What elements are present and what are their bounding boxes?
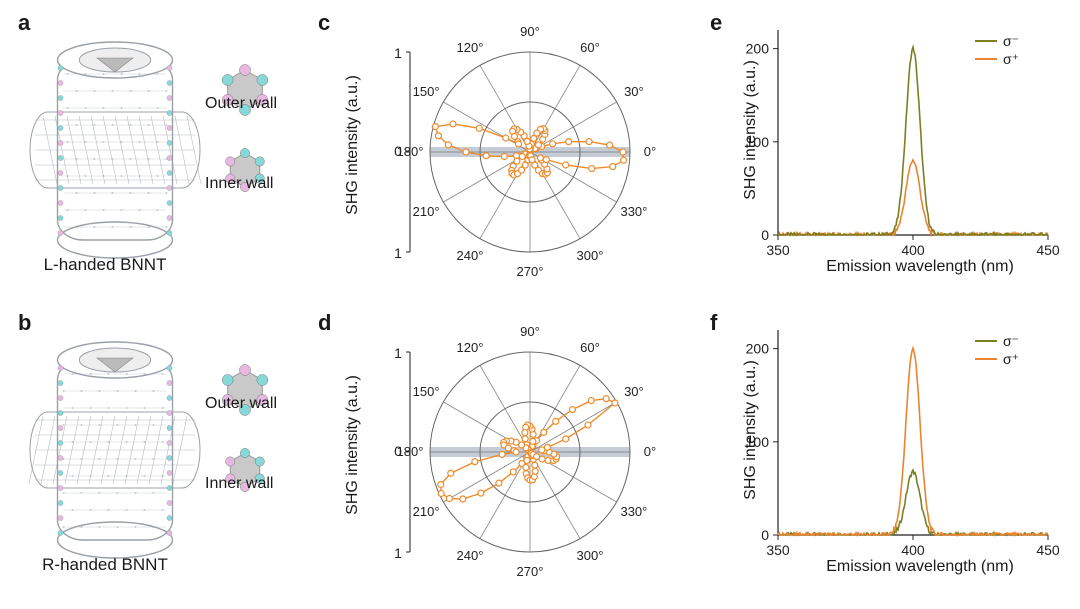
- svg-text:90°: 90°: [520, 24, 540, 39]
- svg-text:300°: 300°: [577, 248, 604, 263]
- svg-text:210°: 210°: [413, 504, 440, 519]
- panel-label-a: a: [18, 10, 30, 36]
- panel-f-legend: σ⁻ σ⁺: [975, 332, 1019, 368]
- svg-text:240°: 240°: [457, 548, 484, 563]
- svg-text:330°: 330°: [620, 504, 647, 519]
- panel-c-polar: 0°30°60°90°120°150°180°210°240°270°300°3…: [330, 12, 700, 292]
- legend-row-sigma-plus: σ⁺: [975, 50, 1019, 68]
- svg-text:0°: 0°: [644, 444, 656, 459]
- panel-label-c: c: [318, 10, 330, 36]
- svg-text:0°: 0°: [644, 144, 656, 159]
- svg-text:90°: 90°: [520, 324, 540, 339]
- svg-text:450: 450: [1036, 542, 1060, 558]
- svg-text:30°: 30°: [624, 84, 644, 99]
- svg-text:150°: 150°: [413, 84, 440, 99]
- panel-b-outer-label: Outer wall: [205, 395, 277, 413]
- svg-text:450: 450: [1036, 242, 1060, 258]
- legend-row-sigma-minus: σ⁻: [975, 32, 1019, 50]
- legend-label-sigma-plus: σ⁺: [1003, 51, 1019, 68]
- svg-text:400: 400: [901, 542, 925, 558]
- legend-swatch-sigma-plus: [975, 358, 997, 360]
- svg-text:0: 0: [394, 143, 402, 159]
- svg-text:120°: 120°: [457, 40, 484, 55]
- svg-text:0: 0: [394, 443, 402, 459]
- figure-root: a b c d e f L-handed BNNT Outer wall Inn…: [0, 0, 1080, 609]
- panel-e-legend: σ⁻ σ⁺: [975, 32, 1019, 68]
- panel-f-ylabel: SHG intensity (a.u.): [742, 330, 760, 530]
- panel-a-caption: L-handed BNNT: [30, 255, 180, 275]
- legend-label-sigma-minus: σ⁻: [1003, 33, 1019, 50]
- svg-text:270°: 270°: [517, 564, 544, 579]
- panel-e-ylabel: SHG intensity (a.u.): [742, 30, 760, 230]
- legend-row-sigma-plus: σ⁺: [975, 350, 1019, 368]
- legend-swatch-sigma-minus: [975, 340, 997, 342]
- svg-text:30°: 30°: [624, 384, 644, 399]
- panel-label-b: b: [18, 310, 31, 336]
- legend-label-sigma-plus: σ⁺: [1003, 351, 1019, 368]
- panel-c-ylabel: SHG intensity (a.u.): [344, 45, 362, 245]
- panel-d-ylabel: SHG intensity (a.u.): [344, 345, 362, 545]
- svg-text:120°: 120°: [457, 340, 484, 355]
- legend-row-sigma-minus: σ⁻: [975, 332, 1019, 350]
- panel-f-xlabel: Emission wavelength (nm): [790, 558, 1050, 576]
- svg-text:400: 400: [901, 242, 925, 258]
- panel-a-outer-label: Outer wall: [205, 95, 277, 113]
- svg-text:60°: 60°: [580, 40, 600, 55]
- svg-text:1: 1: [394, 245, 402, 261]
- panel-d-polar: 0°30°60°90°120°150°180°210°240°270°300°3…: [330, 312, 700, 592]
- svg-text:1: 1: [394, 45, 402, 61]
- svg-text:0: 0: [761, 527, 769, 543]
- panel-e-xlabel: Emission wavelength (nm): [790, 258, 1050, 276]
- svg-text:240°: 240°: [457, 248, 484, 263]
- panel-b-structure: [20, 335, 310, 575]
- legend-swatch-sigma-minus: [975, 40, 997, 42]
- svg-text:270°: 270°: [517, 264, 544, 279]
- svg-text:0: 0: [761, 227, 769, 243]
- legend-swatch-sigma-plus: [975, 58, 997, 60]
- svg-text:150°: 150°: [413, 384, 440, 399]
- legend-label-sigma-minus: σ⁻: [1003, 333, 1019, 350]
- svg-text:210°: 210°: [413, 204, 440, 219]
- svg-text:350: 350: [766, 242, 790, 258]
- panel-a-structure: [20, 35, 310, 275]
- panel-label-f: f: [710, 310, 717, 336]
- svg-text:1: 1: [394, 545, 402, 561]
- panel-b-caption: R-handed BNNT: [30, 555, 180, 575]
- svg-text:300°: 300°: [577, 548, 604, 563]
- svg-text:350: 350: [766, 542, 790, 558]
- svg-text:60°: 60°: [580, 340, 600, 355]
- panel-label-e: e: [710, 10, 722, 36]
- panel-a-inner-label: Inner wall: [205, 175, 273, 193]
- svg-text:1: 1: [394, 345, 402, 361]
- panel-b-inner-label: Inner wall: [205, 475, 273, 493]
- svg-text:330°: 330°: [620, 204, 647, 219]
